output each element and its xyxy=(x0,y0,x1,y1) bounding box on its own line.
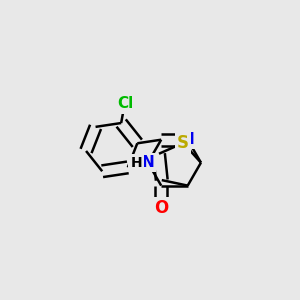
Text: N: N xyxy=(181,132,194,147)
Text: O: O xyxy=(154,199,168,217)
Text: S: S xyxy=(177,134,189,152)
Text: Cl: Cl xyxy=(118,96,134,111)
Text: N: N xyxy=(142,155,154,170)
Text: H: H xyxy=(130,156,142,170)
